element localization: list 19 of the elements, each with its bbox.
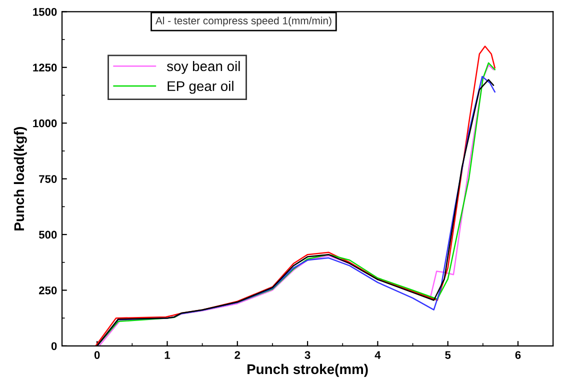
legend-label: soy bean oil xyxy=(166,60,240,74)
y-tick-label: 1500 xyxy=(33,8,57,16)
annotation: Al - tester compress speed 1(mm/min) xyxy=(155,16,332,26)
y-tick-label: 500 xyxy=(38,230,57,239)
y-tick-label: 750 xyxy=(39,175,57,183)
legend-label: EP gear oil xyxy=(168,80,234,94)
x-tick-label: 6 xyxy=(515,351,521,359)
x-tick-label: 5 xyxy=(445,351,451,359)
x-tick-label: 1 xyxy=(164,351,170,359)
y-tick-label: 1250 xyxy=(33,64,57,72)
x-tick-label: 0 xyxy=(94,351,100,359)
y-tick-label: 250 xyxy=(39,286,57,294)
x-tick-label: 3 xyxy=(304,351,310,359)
y-tick-label: 1000 xyxy=(33,119,57,128)
x-tick-label: 2 xyxy=(234,351,240,359)
y-axis-title: Punch load(kgf) xyxy=(14,127,27,230)
x-axis-title: Punch stroke(mm) xyxy=(248,364,368,377)
x-tick-label: 4 xyxy=(374,351,381,359)
y-tick-label: 0 xyxy=(51,342,57,350)
